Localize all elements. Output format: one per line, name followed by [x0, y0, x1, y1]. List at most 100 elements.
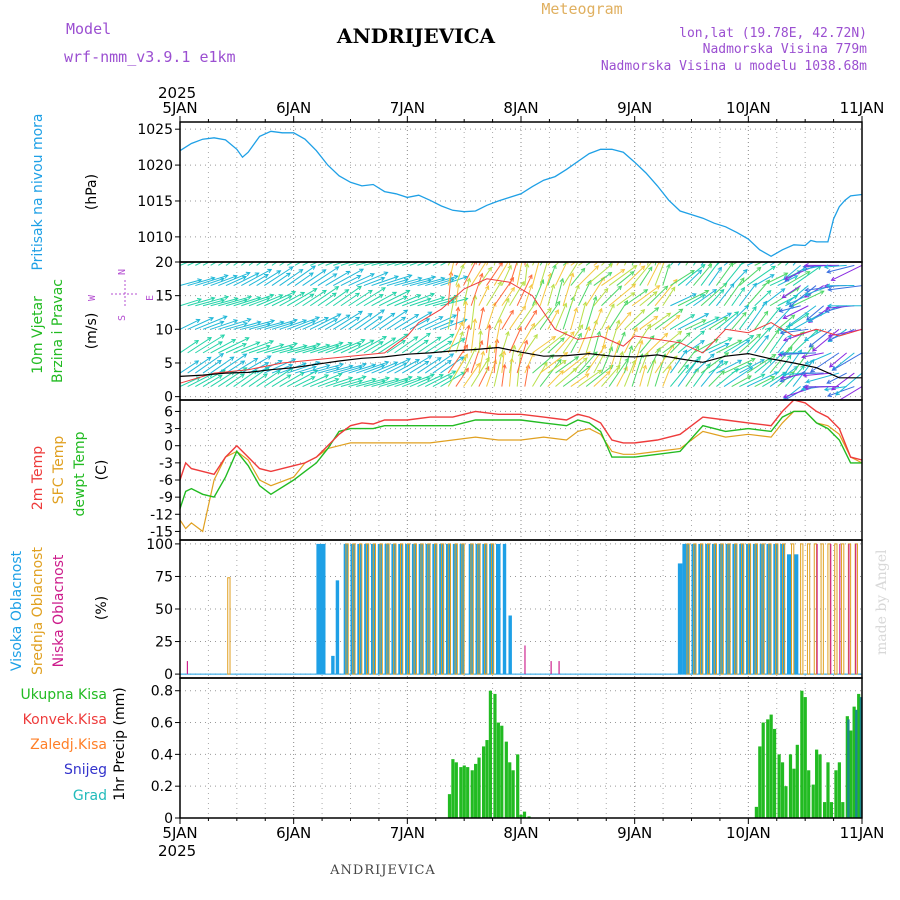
- wind-arrow: [769, 346, 793, 374]
- wind-arrow: [432, 262, 441, 266]
- precip-bar: [516, 754, 520, 818]
- precip-bar: [493, 693, 497, 818]
- wind-arrow-head: [505, 297, 510, 303]
- wind-arrow-head: [574, 356, 580, 361]
- wind-arrow: [828, 328, 855, 341]
- wind-arrow-head: [497, 281, 502, 286]
- wind-arrow: [371, 378, 399, 388]
- wind-arrow: [440, 297, 468, 307]
- wind-arrow: [524, 364, 530, 387]
- wind-arrow: [746, 265, 776, 286]
- wind-arrow: [325, 314, 351, 330]
- wind-arrow-head: [426, 297, 432, 302]
- wind-arrow: [616, 332, 626, 354]
- panel-temperature: -15-12-9-6-303 6: [150, 399, 863, 540]
- wind-arrow: [470, 262, 487, 286]
- wind-arrow: [779, 305, 801, 312]
- wind-arrow-head: [710, 353, 715, 359]
- wind-arrow-head: [403, 309, 409, 314]
- wind-arrow: [187, 373, 213, 387]
- wind-arrow: [325, 289, 349, 307]
- cloud-bar: [839, 543, 841, 675]
- cloud-bar: [806, 543, 811, 675]
- wind-arrow: [440, 356, 464, 374]
- wind-arrow-head: [466, 324, 471, 330]
- y-tick-label: -9: [159, 490, 173, 506]
- wind-arrow: [608, 265, 637, 286]
- wind-arrow-head: [652, 238, 656, 242]
- wind-arrow: [333, 268, 364, 286]
- wind-arrow-head: [505, 330, 510, 336]
- cloud-bar: [727, 543, 731, 675]
- wind-arrow-head: [486, 324, 492, 329]
- wind-arrow-head: [524, 262, 530, 268]
- wind-arrow-head: [720, 370, 725, 375]
- wind-arrow: [804, 328, 824, 341]
- wind-arrow-head: [803, 384, 809, 390]
- wind-arrow-head: [714, 316, 720, 321]
- wind-arrow: [693, 289, 717, 307]
- precip-bar: [447, 794, 452, 818]
- wind-arrow: [478, 307, 484, 330]
- wind-arrow: [379, 262, 394, 266]
- wind-arrow: [608, 283, 636, 307]
- wind-arrow-head: [233, 319, 239, 324]
- wind-arrow: [394, 376, 422, 388]
- cloud-bar: [502, 543, 507, 675]
- wind-arrow-head: [253, 357, 259, 363]
- wind-arrow: [623, 345, 633, 374]
- wind-arrow: [555, 303, 567, 330]
- wind-arrow: [187, 297, 215, 307]
- wind-arrow: [803, 372, 832, 377]
- wind-arrow-head: [724, 352, 730, 357]
- wind-arrow-head: [799, 331, 805, 336]
- wind-arrow-head: [286, 374, 292, 379]
- wind-arrow: [225, 262, 233, 266]
- wind-arrow: [805, 386, 840, 388]
- wind-arrow: [827, 264, 855, 273]
- bottom-tick-label: 9JAN: [617, 824, 652, 842]
- cloud-bar: [720, 543, 724, 675]
- wind-arrow: [417, 296, 445, 307]
- wind-arrow: [478, 285, 489, 306]
- wind-arrow: [700, 312, 732, 330]
- wind-arrow: [631, 354, 643, 387]
- wind-arrow: [233, 341, 260, 354]
- wind-arrow-head: [825, 283, 831, 289]
- wind-arrow-head: [533, 333, 538, 339]
- wind-arrow-head: [643, 244, 647, 248]
- bottom-tick-label: 11JAN: [840, 824, 885, 842]
- wind-arrow: [409, 360, 429, 374]
- cloud-bar: [372, 543, 377, 675]
- wind-arrow: [309, 266, 339, 286]
- wind-arrow-head: [699, 340, 705, 345]
- wind-arrow-head: [498, 352, 504, 358]
- wind-arrow: [562, 273, 574, 306]
- wind-arrow: [371, 337, 396, 354]
- wind-arrow-head: [724, 342, 730, 348]
- wind-arrow: [210, 339, 236, 354]
- wind-arrow: [501, 310, 514, 330]
- wind-arrow-head: [263, 273, 269, 279]
- wind-arrow-head: [608, 364, 614, 370]
- precip-bar: [766, 719, 770, 818]
- wind-arrow: [555, 262, 568, 286]
- wind-arrow-head: [288, 266, 294, 271]
- wind-speed-line: [179, 346, 862, 379]
- wind-arrow-head: [425, 318, 431, 323]
- wind-arrow: [700, 282, 727, 307]
- wind-arrow-head: [459, 330, 464, 336]
- wind-arrow: [624, 327, 638, 354]
- temp-2m-label: 2m Temp: [30, 446, 46, 510]
- wind-arrow-head: [627, 239, 631, 243]
- wind-arrow-head: [436, 336, 442, 341]
- wind-arrow: [286, 265, 316, 286]
- wind-arrow-head: [393, 361, 399, 366]
- wind-arrow-head: [392, 291, 398, 296]
- wind-arrow-head: [466, 277, 472, 283]
- cloud-bar: [800, 543, 804, 675]
- wind-arrow: [601, 285, 622, 307]
- wind-arrow: [539, 262, 548, 286]
- wind-arrow-head: [641, 234, 645, 238]
- wind-arrow: [570, 373, 590, 387]
